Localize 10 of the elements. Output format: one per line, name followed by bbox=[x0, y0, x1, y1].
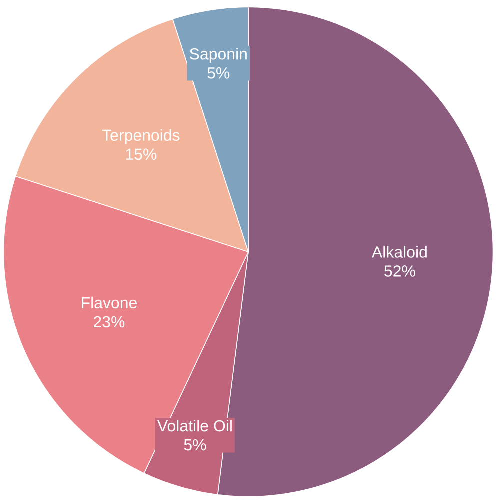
data-label: 5% bbox=[184, 439, 206, 451]
data-label: 15% bbox=[126, 148, 157, 160]
data-label: 52% bbox=[384, 266, 416, 277]
slice-label: Alkaloid bbox=[372, 246, 427, 258]
slice-label: Volatile Oil bbox=[157, 420, 232, 432]
data-label: 23% bbox=[94, 316, 125, 328]
slice-label: Saponin bbox=[190, 48, 247, 63]
data-label: 5% bbox=[208, 68, 230, 79]
slice-label: Flavone bbox=[82, 296, 137, 309]
slice-label: Terpenoids bbox=[102, 129, 180, 144]
